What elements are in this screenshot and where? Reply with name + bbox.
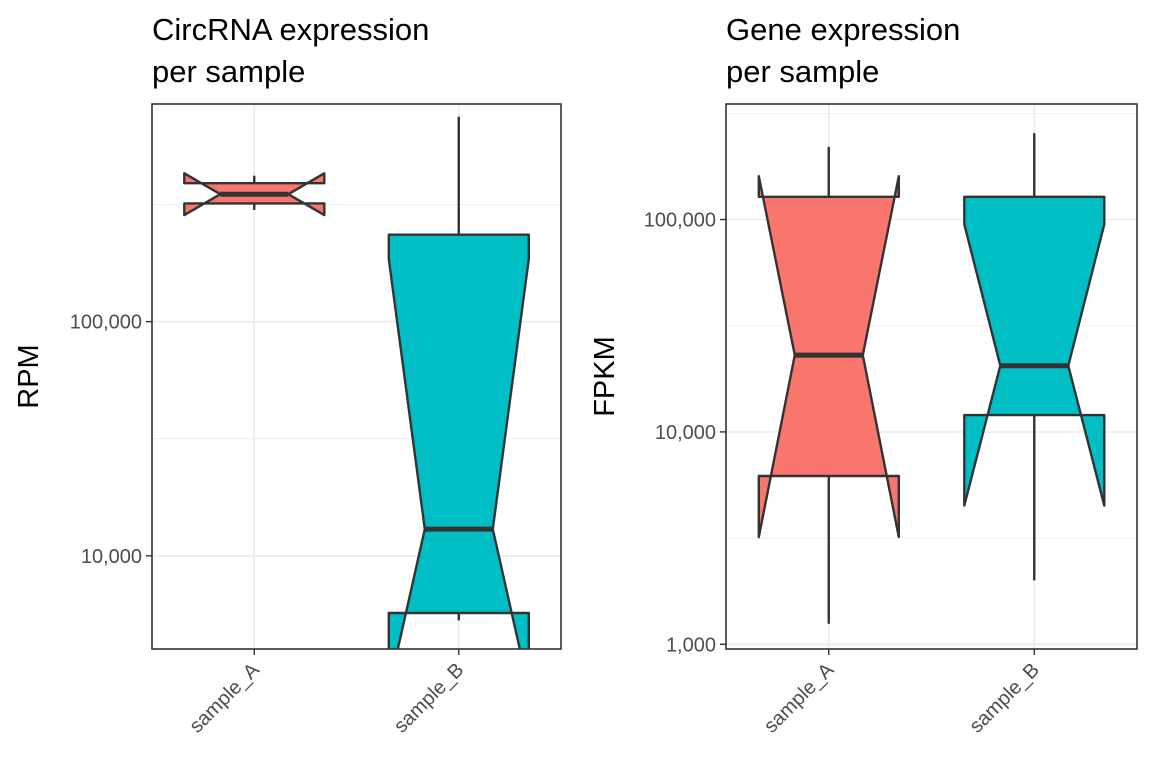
y-tick-label: 10,000 bbox=[655, 422, 716, 444]
y-tick-label: 10,000 bbox=[81, 546, 142, 568]
panel-border bbox=[151, 103, 562, 650]
panel-border bbox=[725, 103, 1138, 650]
y-tick-label: 100,000 bbox=[644, 210, 716, 232]
y-tick-label: 100,000 bbox=[70, 312, 142, 334]
panel-background bbox=[726, 104, 1137, 649]
chart-title-line-2: per sample bbox=[726, 54, 879, 89]
x-tick-label: sample_B bbox=[965, 659, 1043, 737]
x-tick-label: sample_B bbox=[390, 659, 468, 737]
chart-title-line-2: per sample bbox=[152, 54, 305, 89]
x-tick-label: sample_A bbox=[185, 659, 264, 738]
box-sample-B bbox=[387, 233, 530, 649]
y-tick-label: 1,000 bbox=[666, 634, 716, 656]
chart-title-line-1: Gene expression bbox=[726, 12, 960, 47]
y-axis-title: FPKM bbox=[589, 336, 621, 417]
x-tick-label: sample_A bbox=[760, 659, 839, 738]
y-axis-title: RPM bbox=[13, 344, 45, 408]
box-sample-B bbox=[963, 195, 1106, 507]
chart-title-line-1: CircRNA expression bbox=[152, 12, 429, 47]
